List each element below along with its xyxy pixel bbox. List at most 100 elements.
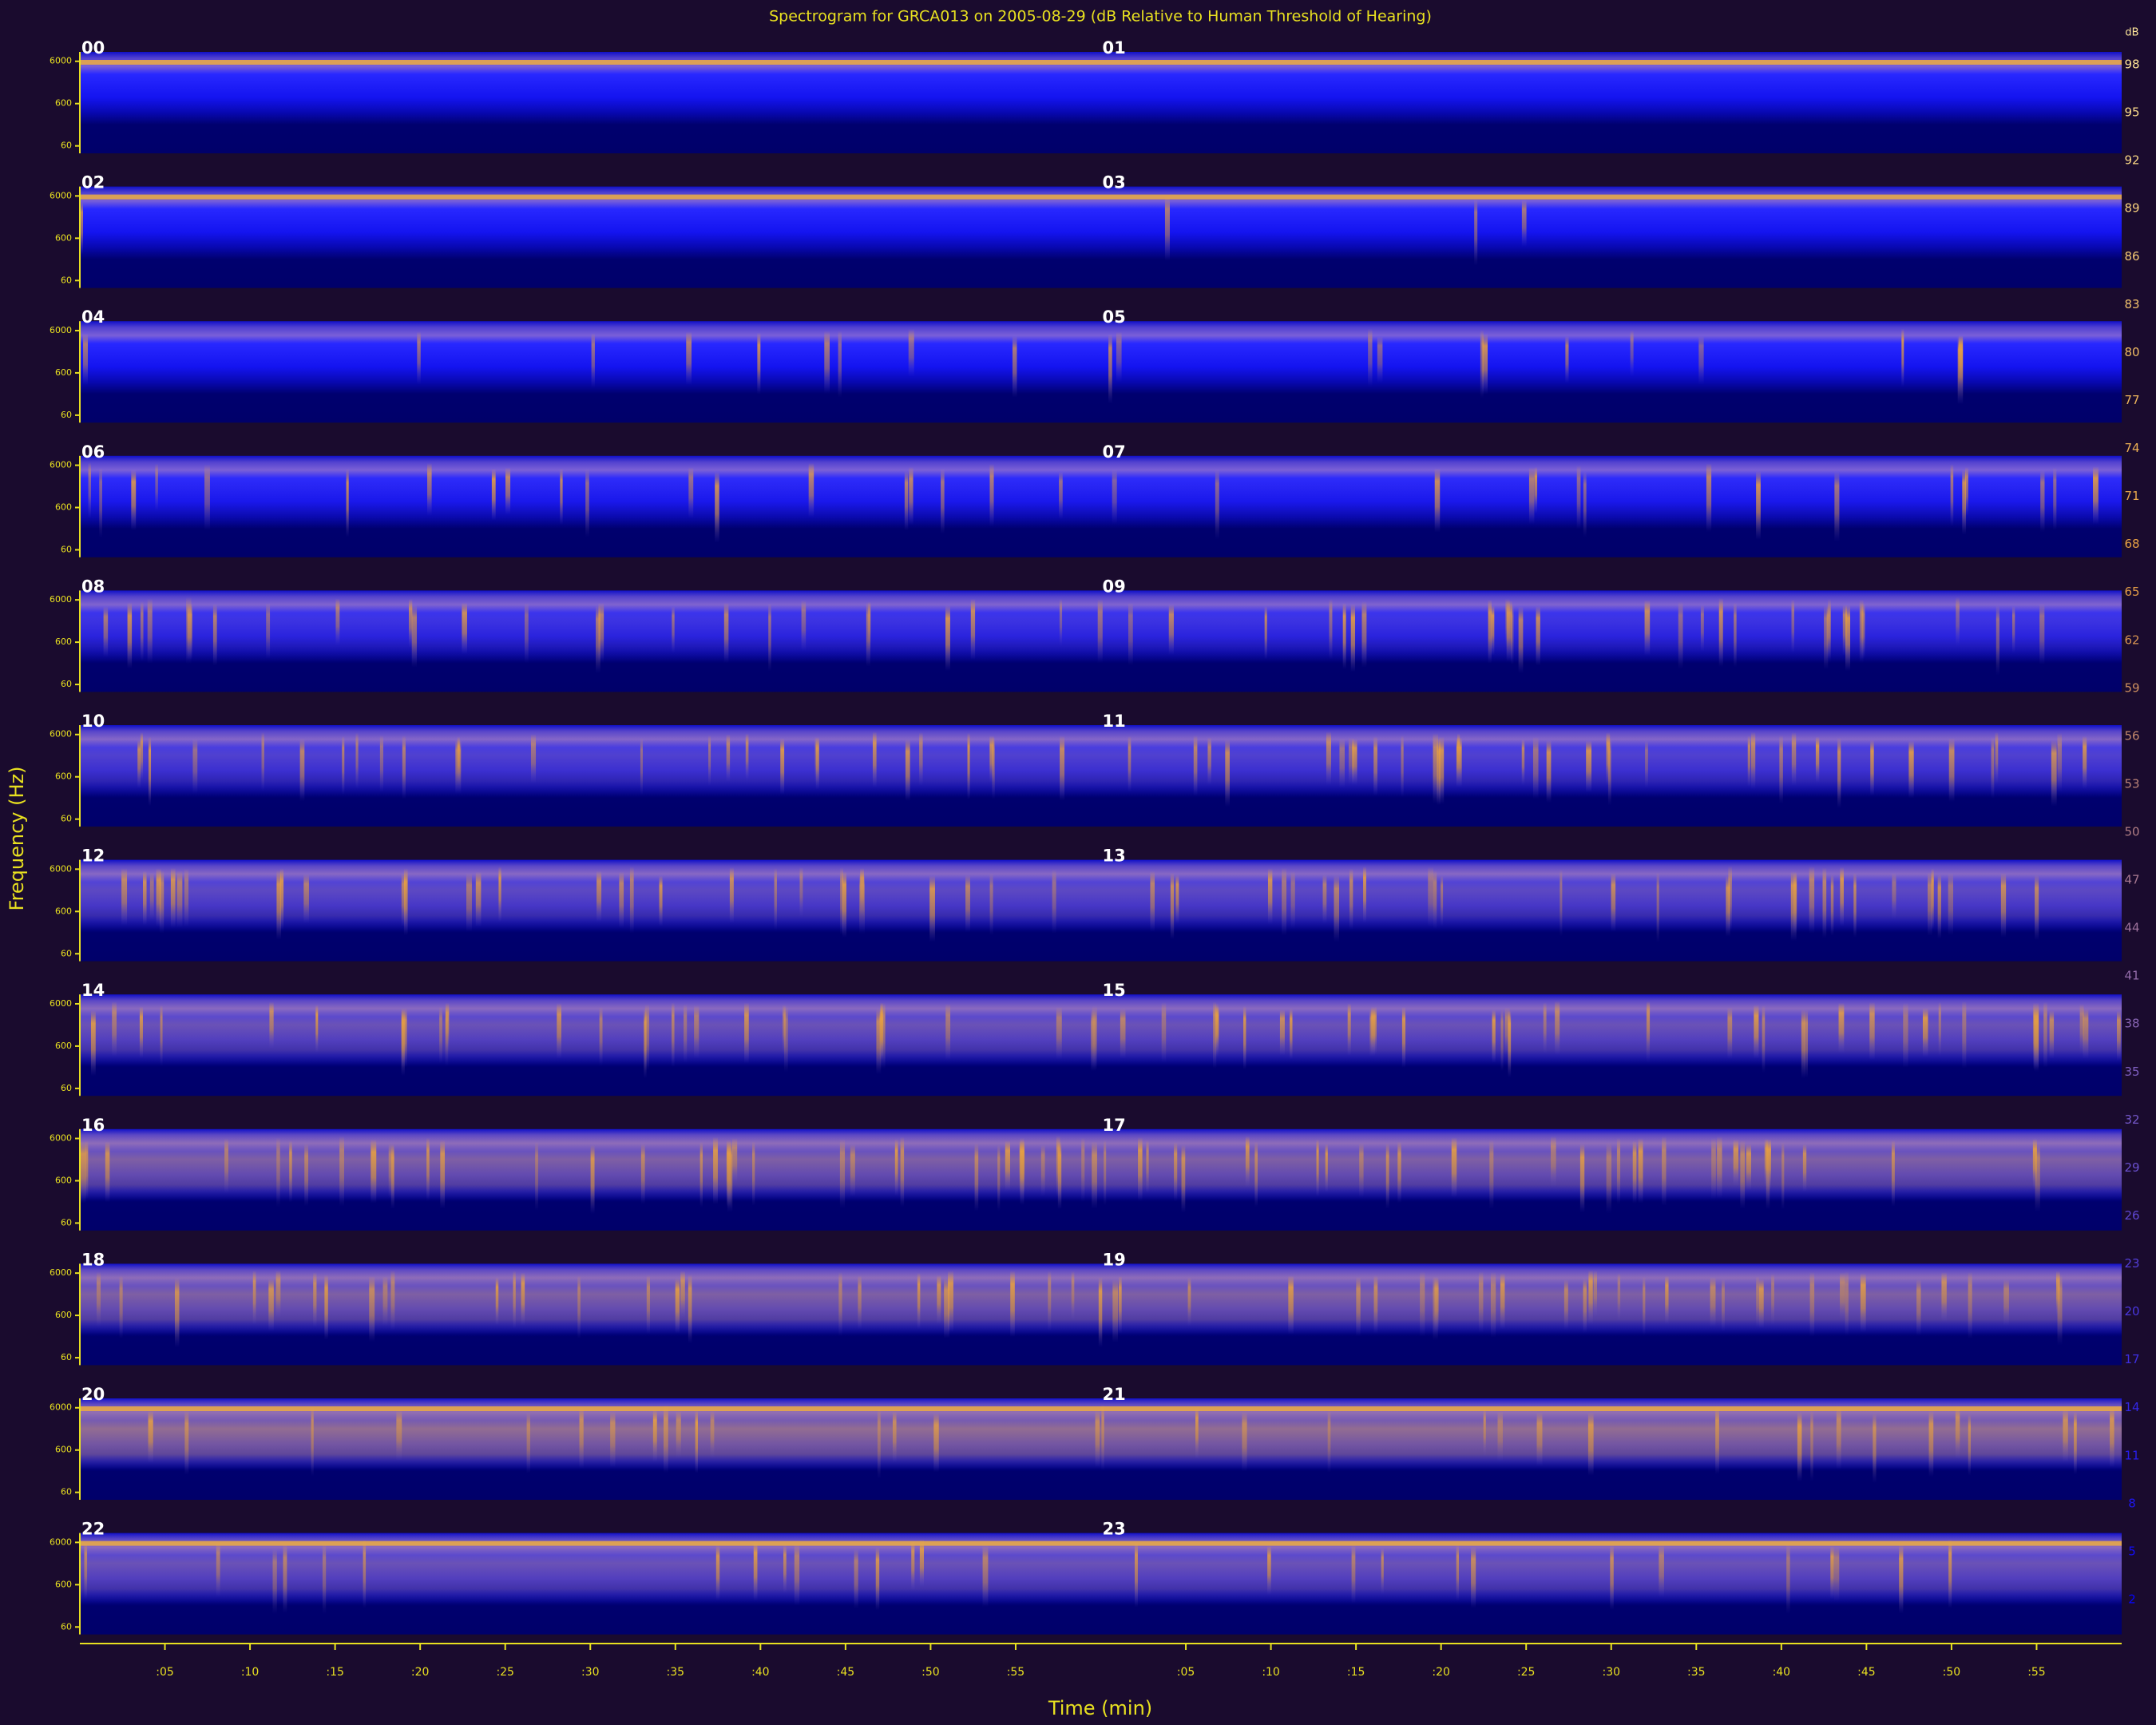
x-tick-label: :15 xyxy=(326,1666,344,1679)
panel-background xyxy=(80,321,2122,423)
panel-background xyxy=(80,186,2122,288)
texture xyxy=(840,867,844,935)
texture xyxy=(1616,1138,1621,1204)
texture xyxy=(335,598,340,646)
texture xyxy=(127,602,133,669)
texture xyxy=(530,734,537,783)
texture xyxy=(2110,1406,2114,1468)
texture xyxy=(1059,471,1063,520)
y-tick-label: 600 xyxy=(55,367,72,378)
colorbar-tick-label: 11 xyxy=(2124,1448,2139,1462)
texture xyxy=(313,1272,317,1327)
texture xyxy=(1478,1271,1484,1334)
texture xyxy=(1352,739,1357,785)
texture xyxy=(688,467,694,518)
y-tick-label: 60 xyxy=(61,410,72,420)
texture xyxy=(1786,1544,1790,1615)
texture xyxy=(1991,736,1995,799)
texture xyxy=(1534,466,1538,514)
texture xyxy=(1108,334,1112,404)
texture xyxy=(989,463,994,526)
texture xyxy=(1750,732,1756,789)
texture xyxy=(695,1410,698,1473)
texture xyxy=(491,468,496,521)
texture xyxy=(1500,1009,1504,1072)
texture xyxy=(143,870,147,926)
hour-label: 21 xyxy=(1103,1385,1126,1404)
texture xyxy=(1092,1005,1097,1070)
y-tick-label: 60 xyxy=(61,814,72,824)
texture xyxy=(1861,603,1865,659)
texture xyxy=(1359,1143,1364,1198)
texture xyxy=(1853,873,1857,938)
texture xyxy=(1174,1142,1178,1201)
texture xyxy=(933,1413,939,1473)
texture xyxy=(1351,1545,1356,1604)
texture xyxy=(1434,1277,1439,1332)
texture xyxy=(1632,1140,1637,1204)
y-tick-label: 6000 xyxy=(50,325,72,335)
texture xyxy=(1164,196,1170,261)
texture xyxy=(289,1140,292,1203)
texture xyxy=(1010,1271,1015,1337)
texture xyxy=(1339,738,1345,788)
y-tick-label: 60 xyxy=(61,1621,72,1632)
colorbar-tick-label: 14 xyxy=(2124,1400,2139,1414)
texture xyxy=(1606,1142,1612,1214)
texture xyxy=(1097,599,1103,663)
y-tick-label: 6000 xyxy=(50,729,72,740)
texture xyxy=(1579,1144,1585,1213)
texture xyxy=(1175,874,1179,924)
texture xyxy=(1092,1141,1097,1209)
texture xyxy=(1810,1410,1813,1481)
hour-label: 03 xyxy=(1103,173,1126,192)
texture xyxy=(1941,1272,1947,1322)
y-tick-label: 6000 xyxy=(50,998,72,1009)
y-tick-label: 6000 xyxy=(50,460,72,470)
texture xyxy=(1116,331,1122,383)
texture xyxy=(1838,1002,1845,1053)
texture xyxy=(1809,1271,1815,1337)
hour-label: 13 xyxy=(1103,847,1126,866)
texture xyxy=(1532,736,1539,799)
texture xyxy=(1931,868,1934,930)
texture xyxy=(1521,199,1527,247)
texture xyxy=(590,1144,595,1215)
y-tick-label: 60 xyxy=(61,948,72,958)
texture xyxy=(808,462,814,518)
texture xyxy=(2116,1010,2121,1061)
texture xyxy=(1348,737,1354,785)
texture xyxy=(752,1141,755,1206)
texture xyxy=(401,1009,405,1077)
texture xyxy=(155,463,158,512)
texture xyxy=(535,1141,538,1211)
x-tick-label: :45 xyxy=(1857,1666,1876,1679)
texture xyxy=(83,333,89,386)
texture xyxy=(1845,605,1851,672)
hour-label: 10 xyxy=(81,712,105,731)
x-tick-label: :50 xyxy=(1943,1666,1961,1679)
texture xyxy=(1264,605,1267,660)
texture xyxy=(659,875,663,926)
texture xyxy=(876,1008,882,1075)
texture xyxy=(475,871,482,927)
texture xyxy=(1397,1141,1401,1204)
texture xyxy=(1842,605,1848,656)
y-tick-label: 600 xyxy=(55,1041,72,1051)
texture xyxy=(596,870,602,922)
texture xyxy=(339,1136,344,1207)
texture xyxy=(663,1405,668,1473)
texture xyxy=(1962,1001,1967,1069)
texture xyxy=(2057,1275,2063,1346)
texture xyxy=(1536,1412,1543,1466)
y-tick-label: 60 xyxy=(61,679,72,689)
spectrogram-panel: 6000 600 60 04 05 xyxy=(50,307,2122,423)
hour-label: 07 xyxy=(1103,442,1126,462)
texture xyxy=(403,868,408,936)
texture xyxy=(757,332,761,395)
texture xyxy=(688,1274,692,1344)
texture xyxy=(1491,605,1495,656)
texture xyxy=(1747,736,1751,787)
texture xyxy=(498,866,501,922)
texture xyxy=(905,739,910,802)
